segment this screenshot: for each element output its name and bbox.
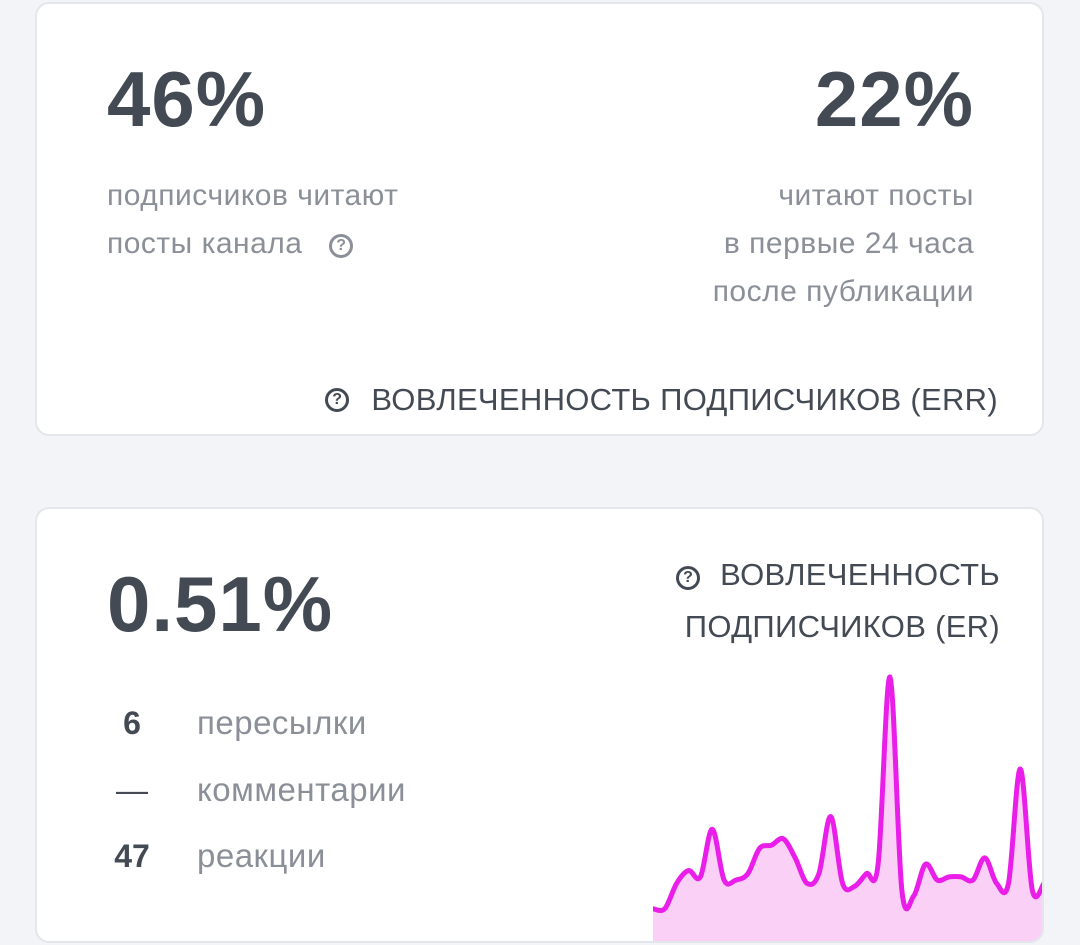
first-day-desc-line: в первые 24 часа — [723, 227, 974, 260]
reactions-label: реакции — [197, 837, 326, 874]
read-percentage-desc-line: подписчиков читают — [107, 179, 399, 212]
stat-row-comments: — комментарии — [107, 765, 527, 815]
question-icon[interactable]: ? — [676, 566, 701, 590]
er-caption[interactable]: ? ВОВЛЕЧЕННОСТЬ ПОДПИСЧИКОВ (ER) — [676, 549, 1000, 653]
er-caption-line: ПОДПИСЧИКОВ (ER) — [684, 609, 1000, 644]
engagement-sparkline — [653, 674, 1042, 941]
err-card: 46% подписчиков читают посты канала ? 22… — [35, 2, 1044, 436]
er-card: 0.51% ? ВОВЛЕЧЕННОСТЬ ПОДПИСЧИКОВ (ER) 6 … — [35, 507, 1044, 943]
forwards-count: 6 — [123, 705, 141, 741]
forwards-label: пересылки — [197, 704, 367, 741]
reactions-count: 47 — [114, 838, 150, 874]
read-percentage-value: 46% — [107, 55, 267, 143]
first-day-desc-line: после публикации — [712, 275, 974, 308]
first-day-read-description: читают посты в первые 24 часа после публ… — [713, 172, 974, 316]
sparkline-line — [653, 674, 1042, 914]
first-day-read-percentage-value: 22% — [814, 55, 974, 143]
read-percentage-desc-line: посты канала ? — [107, 220, 398, 268]
question-icon[interactable]: ? — [329, 234, 354, 258]
sparkline-area — [653, 676, 1042, 941]
err-caption[interactable]: ? ВОВЛЕЧЕННОСТЬ ПОДПИСЧИКОВ (ERR) — [325, 374, 998, 426]
first-day-desc-line: читают посты — [778, 179, 974, 212]
stat-row-reactions: 47 реакции — [107, 831, 527, 881]
engagement-rate-value: 0.51% — [107, 560, 334, 648]
stat-row-forwards: 6 пересылки — [107, 698, 527, 748]
er-caption-line: ? ВОВЛЕЧЕННОСТЬ — [676, 549, 1000, 601]
read-percentage-description: подписчиков читают посты канала ? — [107, 172, 398, 268]
comments-label: комментарии — [197, 771, 406, 808]
err-caption-text: ВОВЛЕЧЕННОСТЬ ПОДПИСЧИКОВ (ERR) — [371, 382, 998, 417]
question-icon[interactable]: ? — [325, 388, 350, 412]
comments-count: — — [116, 772, 148, 808]
